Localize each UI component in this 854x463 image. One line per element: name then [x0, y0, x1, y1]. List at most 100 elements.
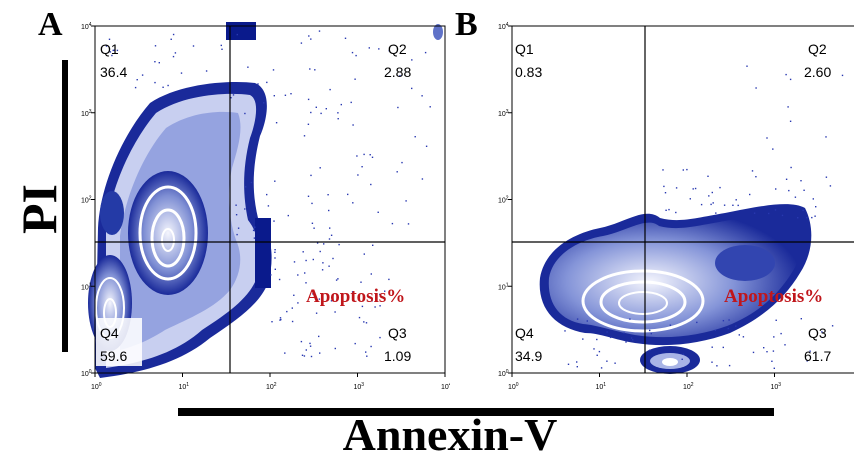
- event-dot: [789, 120, 792, 122]
- event-dot: [328, 209, 330, 212]
- event-dot: [257, 83, 259, 85]
- event-dot: [722, 346, 724, 349]
- event-dot: [809, 350, 811, 352]
- event-dot: [307, 195, 310, 197]
- event-dot: [297, 274, 299, 276]
- event-dot: [825, 176, 828, 178]
- event-dot: [111, 54, 113, 57]
- y-axis-bar: [62, 60, 68, 352]
- event-dot: [716, 365, 718, 367]
- event-dot: [307, 98, 310, 101]
- event-dot: [284, 94, 287, 96]
- event-dot: [235, 204, 237, 206]
- event-dot: [351, 291, 354, 293]
- event-dot: [396, 171, 398, 173]
- y-tick-label: 101: [81, 282, 92, 291]
- event-dot: [319, 167, 321, 169]
- event-dot: [714, 329, 716, 331]
- event-dot: [780, 332, 782, 335]
- event-dot: [723, 204, 726, 206]
- event-dot: [397, 106, 399, 109]
- event-dot: [711, 346, 713, 348]
- y-tick-label: 104: [81, 22, 92, 31]
- quadrant-q3-value-b: 61.7: [804, 348, 832, 364]
- x-axis-bar: [178, 408, 774, 416]
- event-dot: [692, 188, 694, 190]
- event-dot: [220, 44, 222, 47]
- quadrant-q3-value-a: 1.09: [384, 348, 412, 364]
- event-dot: [609, 336, 612, 339]
- event-dot: [424, 51, 427, 54]
- event-dot: [399, 75, 401, 77]
- event-dot: [309, 342, 311, 345]
- apoptosis-annotation-a: Apoptosis%: [306, 286, 406, 307]
- event-dot: [369, 154, 371, 156]
- event-dot: [707, 175, 709, 177]
- event-dot: [751, 170, 754, 172]
- event-dot: [253, 237, 256, 239]
- event-dot: [311, 202, 313, 205]
- event-dot: [293, 294, 295, 296]
- event-dot: [310, 174, 312, 177]
- event-dot: [260, 130, 262, 132]
- event-dot: [316, 242, 319, 244]
- event-dot: [681, 358, 683, 360]
- event-dot: [746, 65, 748, 67]
- event-dot: [318, 298, 321, 300]
- event-dot: [689, 198, 691, 200]
- event-dot: [806, 217, 808, 219]
- event-dot: [272, 69, 275, 71]
- event-dot: [738, 334, 740, 336]
- event-dot: [567, 363, 570, 365]
- event-dot: [328, 265, 330, 267]
- event-dot: [312, 293, 314, 295]
- event-dot: [304, 272, 306, 274]
- event-dot: [300, 340, 303, 343]
- event-dot: [696, 321, 698, 324]
- x-axis-label: Annexin-V: [342, 409, 558, 460]
- event-dot: [313, 227, 315, 229]
- event-dot: [815, 206, 817, 208]
- event-dot: [785, 73, 787, 76]
- event-dot: [649, 349, 651, 351]
- event-dot: [728, 319, 730, 321]
- event-dot: [811, 216, 813, 219]
- event-dot: [421, 95, 423, 97]
- event-dot: [363, 153, 365, 156]
- event-dot: [287, 214, 289, 217]
- event-dot: [358, 316, 361, 319]
- quadrant-q4-name-b: Q4: [515, 325, 534, 341]
- event-dot: [274, 268, 276, 270]
- event-dot: [378, 48, 380, 50]
- event-dot: [629, 318, 631, 320]
- event-dot: [328, 238, 331, 240]
- event-dot: [327, 194, 329, 196]
- event-dot: [789, 78, 792, 81]
- event-dot: [356, 155, 358, 157]
- event-dot: [664, 192, 667, 194]
- event-dot: [154, 81, 156, 84]
- event-dot: [821, 331, 823, 333]
- event-dot: [371, 156, 374, 158]
- x-tick-label: 103: [354, 382, 365, 391]
- event-dot: [372, 244, 374, 246]
- event-dot: [244, 112, 246, 115]
- event-dot: [337, 112, 339, 114]
- event-dot: [273, 220, 275, 222]
- event-dot: [162, 86, 164, 88]
- event-dot: [377, 211, 379, 213]
- event-dot: [271, 321, 273, 323]
- event-dot: [134, 86, 137, 89]
- event-dot: [623, 332, 625, 334]
- event-dot: [593, 348, 595, 350]
- event-dot: [755, 87, 757, 89]
- event-dot: [814, 215, 816, 217]
- event-dot: [108, 38, 111, 40]
- event-dot: [352, 202, 354, 204]
- event-dot: [329, 88, 331, 91]
- panel-a-letter: A: [38, 6, 63, 43]
- event-dot: [322, 262, 324, 264]
- event-dot: [274, 180, 276, 182]
- event-dot: [263, 102, 265, 104]
- event-dot: [274, 257, 276, 259]
